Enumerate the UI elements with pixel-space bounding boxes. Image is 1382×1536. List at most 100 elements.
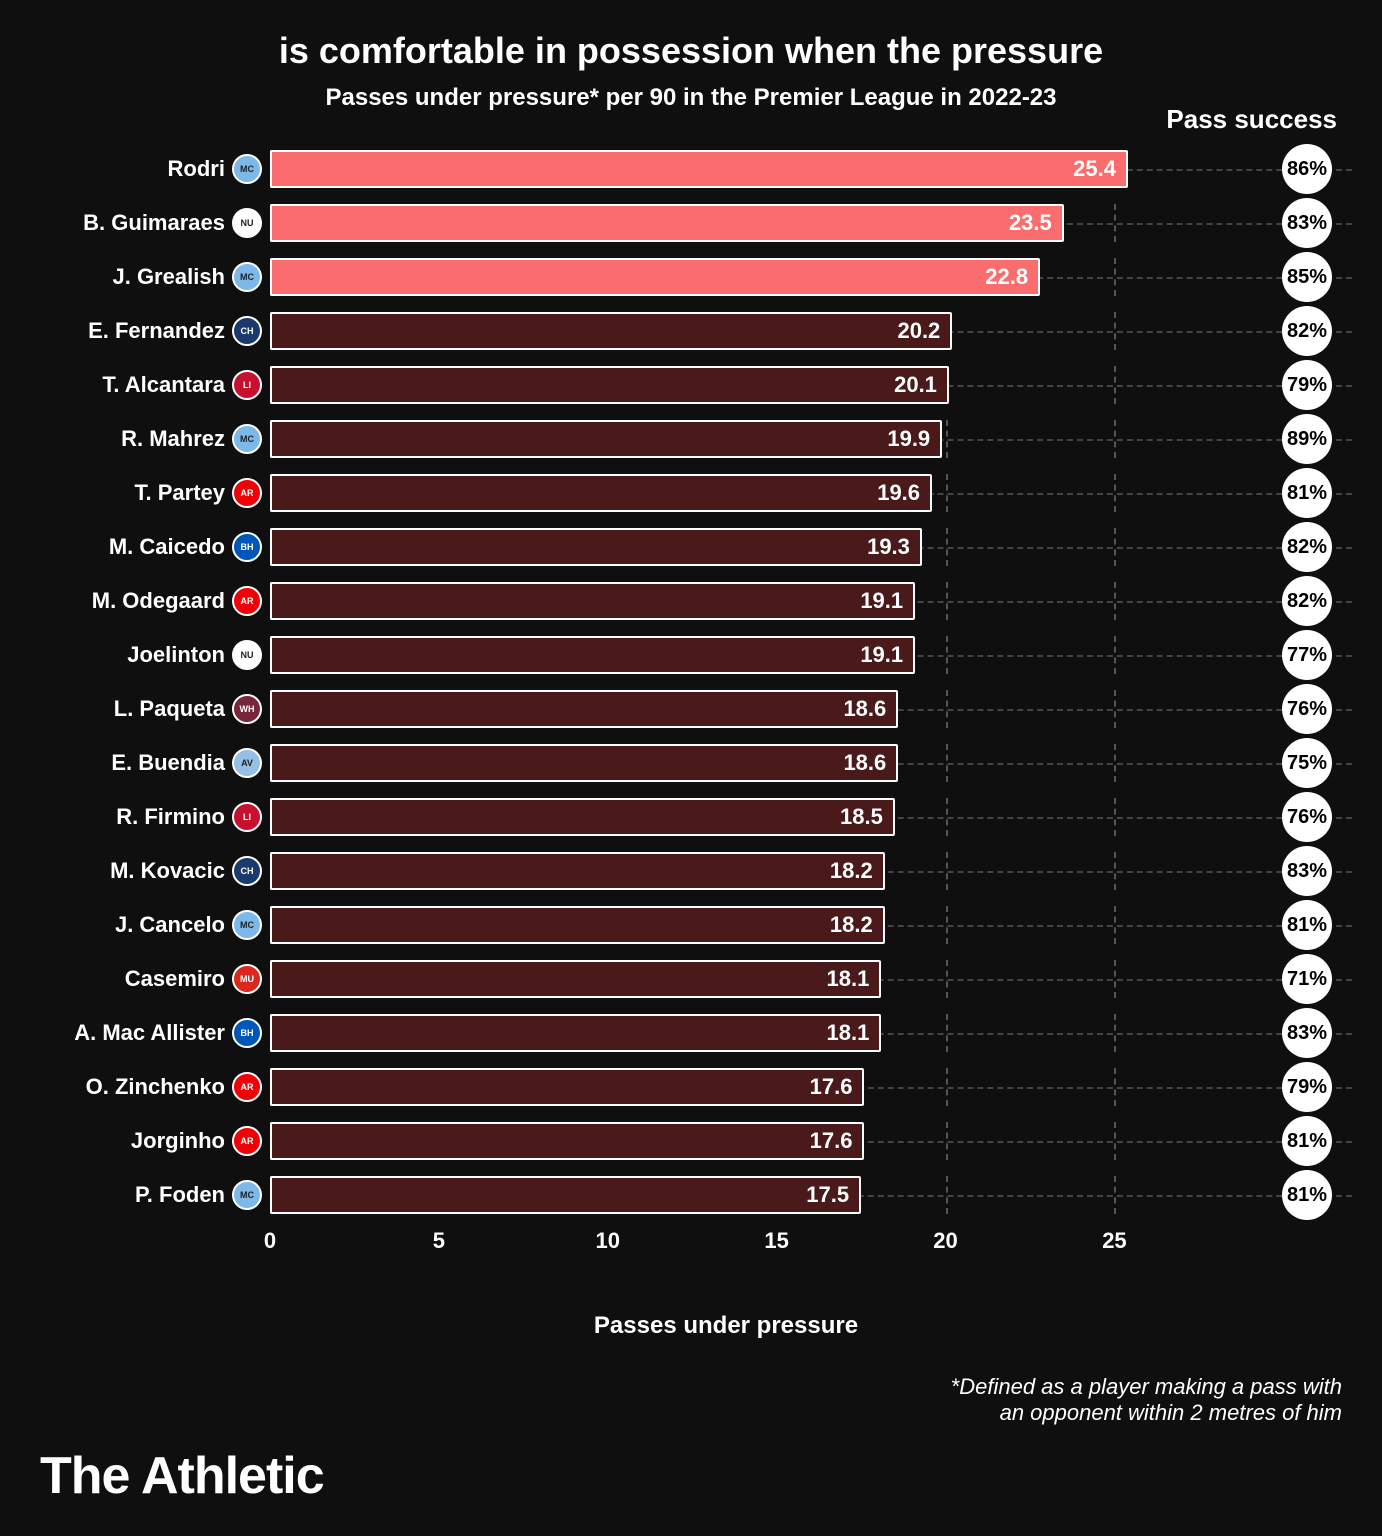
player-label: Casemiro [30, 966, 225, 992]
chart-row: JorginhoAR17.681% [270, 1114, 1182, 1168]
axis-tick: 0 [264, 1228, 276, 1254]
bar: 19.6 [270, 474, 932, 512]
bar: 18.1 [270, 960, 881, 998]
club-badge-icon: LI [232, 370, 262, 400]
bar-track: 20.2 [270, 312, 1182, 350]
club-badge-icon: CH [232, 316, 262, 346]
pass-success-pill: 81% [1282, 900, 1332, 950]
club-badge-icon: CH [232, 856, 262, 886]
player-label: E. Buendia [30, 750, 225, 776]
chart-row: JoelintonNU19.177% [270, 628, 1182, 682]
bar: 25.4 [270, 150, 1128, 188]
bar: 19.3 [270, 528, 922, 566]
axis-tick: 20 [933, 1228, 957, 1254]
bar-track: 19.3 [270, 528, 1182, 566]
chart-row: CasemiroMU18.171% [270, 952, 1182, 1006]
club-badge-icon: AV [232, 748, 262, 778]
pass-success-pill: 82% [1282, 306, 1332, 356]
chart-row: B. GuimaraesNU23.583% [270, 196, 1182, 250]
pass-success-pill: 82% [1282, 522, 1332, 572]
pass-success-pill: 76% [1282, 684, 1332, 734]
player-label: E. Fernandez [30, 318, 225, 344]
pass-success-pill: 85% [1282, 252, 1332, 302]
player-label: Rodri [30, 156, 225, 182]
pass-success-pill: 83% [1282, 198, 1332, 248]
bar-track: 23.5 [270, 204, 1182, 242]
chart-row: R. MahrezMC19.989% [270, 412, 1182, 466]
player-label: T. Partey [30, 480, 225, 506]
pass-success-pill: 83% [1282, 1008, 1332, 1058]
bar: 18.6 [270, 744, 898, 782]
x-axis-label: Passes under pressure [270, 1312, 1182, 1340]
chart-row: T. ParteyAR19.681% [270, 466, 1182, 520]
footnote: *Defined as a player making a pass with … [30, 1374, 1342, 1426]
club-badge-icon: MU [232, 964, 262, 994]
bar: 20.2 [270, 312, 952, 350]
pass-success-pill: 86% [1282, 144, 1332, 194]
pass-success-pill: 89% [1282, 414, 1332, 464]
chart-row: M. OdegaardAR19.182% [270, 574, 1182, 628]
bar: 18.2 [270, 852, 885, 890]
player-label: B. Guimaraes [30, 210, 225, 236]
bar-track: 18.5 [270, 798, 1182, 836]
bar: 19.1 [270, 582, 915, 620]
chart-subtitle: Passes under pressure* per 90 in the Pre… [30, 84, 1352, 112]
pass-success-pill: 79% [1282, 360, 1332, 410]
bar: 17.5 [270, 1176, 861, 1214]
club-badge-icon: AR [232, 478, 262, 508]
bar: 19.9 [270, 420, 942, 458]
club-badge-icon: MC [232, 154, 262, 184]
bar-track: 18.6 [270, 744, 1182, 782]
chart-row: M. KovacicCH18.283% [270, 844, 1182, 898]
pass-success-pill: 81% [1282, 1170, 1332, 1220]
bar: 20.1 [270, 366, 949, 404]
bar-track: 17.5 [270, 1176, 1182, 1214]
chart-row: R. FirminoLI18.576% [270, 790, 1182, 844]
player-label: J. Grealish [30, 264, 225, 290]
chart-row: P. FodenMC17.581% [270, 1168, 1182, 1222]
player-label: M. Caicedo [30, 534, 225, 560]
pass-success-header: Pass success [1166, 104, 1337, 135]
player-label: T. Alcantara [30, 372, 225, 398]
pass-success-pill: 77% [1282, 630, 1332, 680]
player-label: Jorginho [30, 1128, 225, 1154]
x-axis: 0510152025 [270, 1228, 1182, 1268]
player-label: M. Odegaard [30, 588, 225, 614]
chart-row: RodriMC25.486% [270, 142, 1182, 196]
pass-success-pill: 75% [1282, 738, 1332, 788]
chart-row: E. FernandezCH20.282% [270, 304, 1182, 358]
chart-area: Pass success RodriMC25.486%B. GuimaraesN… [270, 142, 1182, 1340]
bar-track: 18.1 [270, 1014, 1182, 1052]
player-label: J. Cancelo [30, 912, 225, 938]
pass-success-pill: 71% [1282, 954, 1332, 1004]
player-label: L. Paqueta [30, 696, 225, 722]
bar: 18.1 [270, 1014, 881, 1052]
chart-row: J. GrealishMC22.885% [270, 250, 1182, 304]
club-badge-icon: WH [232, 694, 262, 724]
footnote-line1: *Defined as a player making a pass with [30, 1374, 1342, 1400]
player-label: Joelinton [30, 642, 225, 668]
club-badge-icon: AR [232, 586, 262, 616]
chart-row: M. CaicedoBH19.382% [270, 520, 1182, 574]
footnote-line2: an opponent within 2 metres of him [30, 1400, 1342, 1426]
pass-success-pill: 79% [1282, 1062, 1332, 1112]
chart-row: E. BuendiaAV18.675% [270, 736, 1182, 790]
brand-logo: The Athletic [40, 1446, 324, 1506]
pass-success-pill: 82% [1282, 576, 1332, 626]
bar-track: 22.8 [270, 258, 1182, 296]
player-label: A. Mac Allister [30, 1020, 225, 1046]
bar-track: 25.4 [270, 150, 1182, 188]
bar-track: 19.1 [270, 636, 1182, 674]
bar-track: 18.2 [270, 852, 1182, 890]
player-label: O. Zinchenko [30, 1074, 225, 1100]
bar-track: 19.6 [270, 474, 1182, 512]
bar: 18.6 [270, 690, 898, 728]
bar-track: 18.1 [270, 960, 1182, 998]
club-badge-icon: LI [232, 802, 262, 832]
bar-track: 17.6 [270, 1068, 1182, 1106]
pass-success-pill: 81% [1282, 1116, 1332, 1166]
club-badge-icon: MC [232, 262, 262, 292]
chart-title: is comfortable in possession when the pr… [30, 30, 1352, 72]
axis-tick: 5 [433, 1228, 445, 1254]
pass-success-pill: 81% [1282, 468, 1332, 518]
